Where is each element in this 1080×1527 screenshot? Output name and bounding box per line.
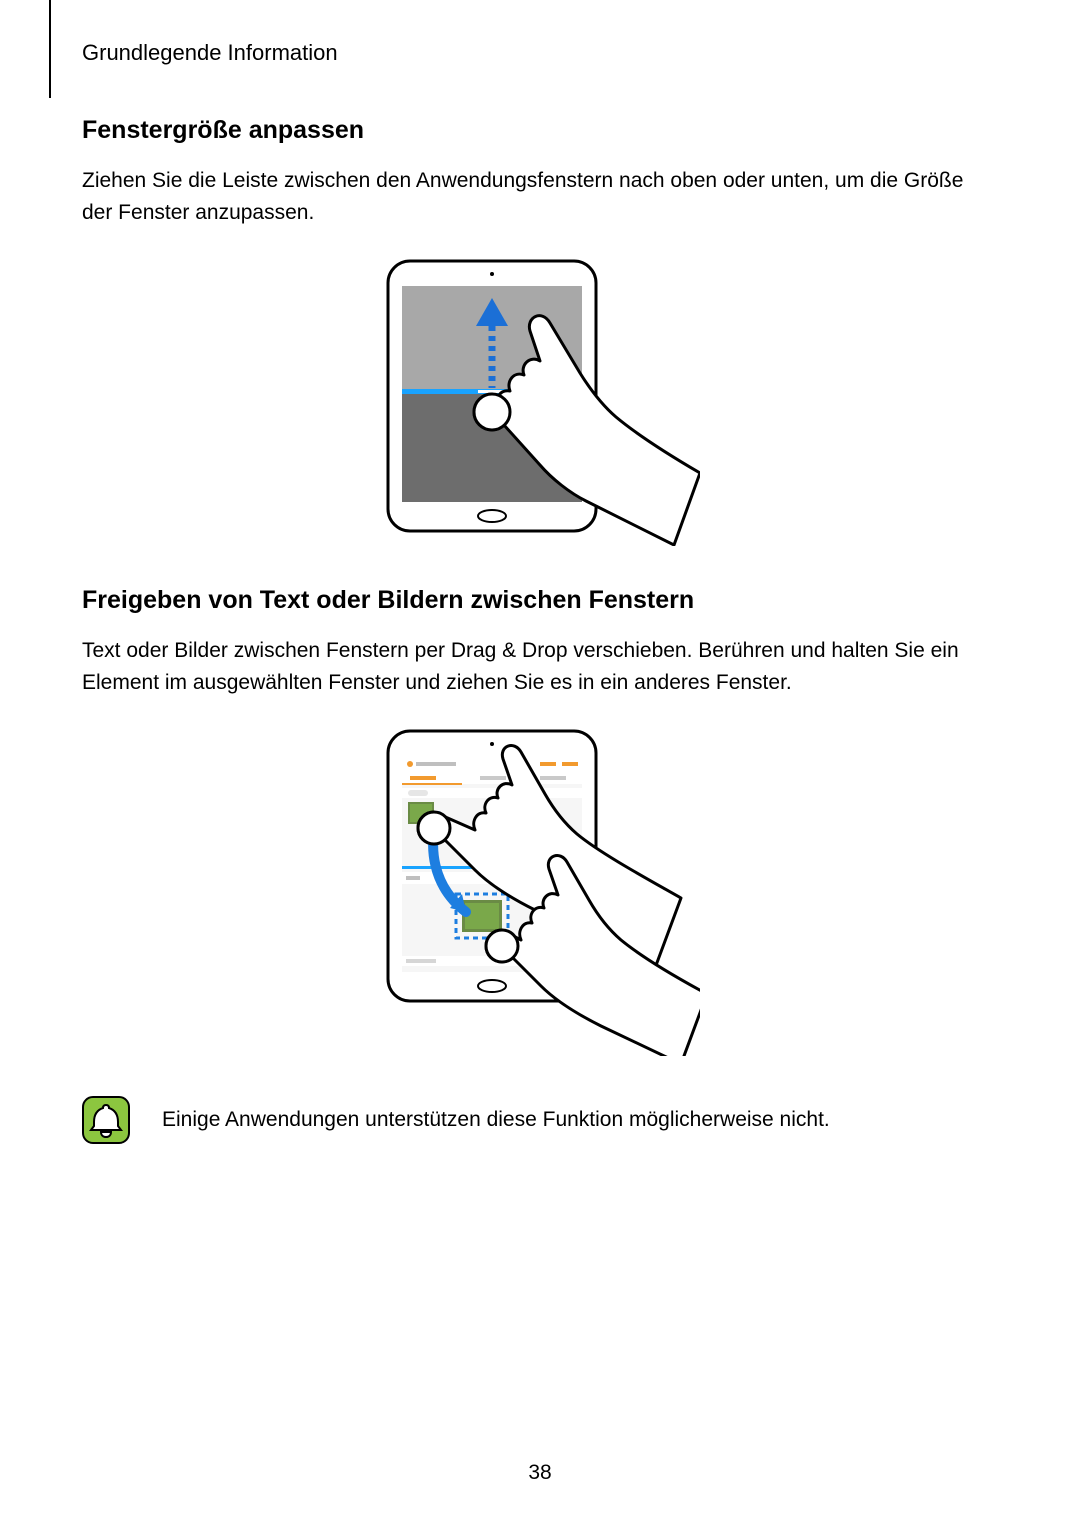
section1-heading: Fenstergröße anpassen <box>82 116 998 145</box>
section2-body: Text oder Bilder zwischen Fenstern per D… <box>82 635 998 698</box>
figure1-illustration <box>380 256 700 546</box>
figure1-wrap <box>82 256 998 546</box>
section1-body: Ziehen Sie die Leiste zwischen den Anwen… <box>82 165 998 228</box>
margin-rule <box>49 0 51 98</box>
section2-heading: Freigeben von Text oder Bildern zwischen… <box>82 586 998 615</box>
note-text: Einige Anwendungen unterstützen diese Fu… <box>162 1108 830 1132</box>
page-number: 38 <box>0 1461 1080 1485</box>
note-row: Einige Anwendungen unterstützen diese Fu… <box>82 1096 998 1144</box>
figure2-wrap <box>82 726 998 1056</box>
page-content: Fenstergröße anpassen Ziehen Sie die Lei… <box>82 116 998 1144</box>
bell-note-icon <box>82 1096 130 1144</box>
page-header-title: Grundlegende Information <box>82 40 338 66</box>
figure2-illustration <box>380 726 700 1056</box>
